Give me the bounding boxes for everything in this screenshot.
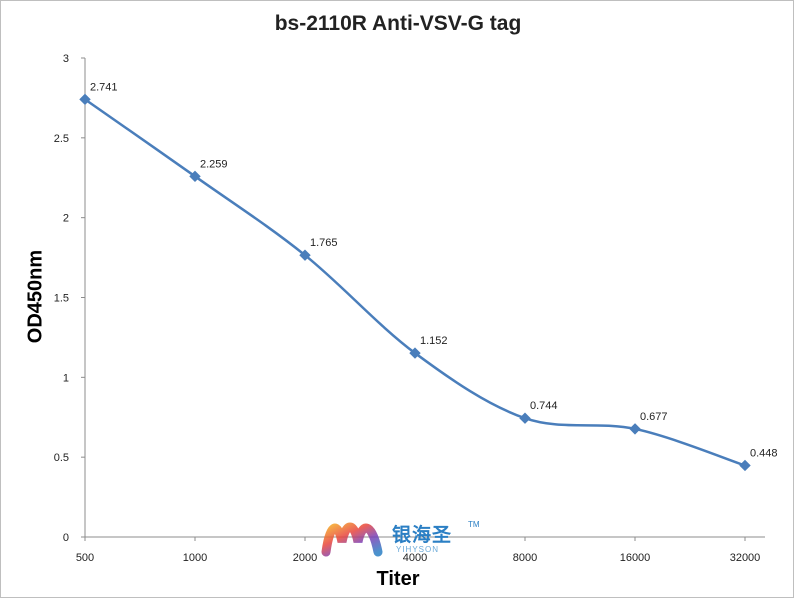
brand-name-cn: 银海圣 (392, 524, 453, 546)
data-point-marker (409, 347, 421, 359)
data-point-marker (189, 170, 201, 183)
brand-name-en: YIHYSON (396, 545, 440, 554)
x-tick-label: 1000 (183, 552, 207, 564)
data-point-marker (79, 93, 91, 106)
data-label: 2.259 (200, 158, 228, 170)
x-tick-label: 32000 (730, 552, 761, 564)
data-label: 0.744 (530, 400, 558, 412)
data-label: 0.448 (750, 447, 778, 459)
x-tick-label: 8000 (513, 552, 537, 564)
y-tick-label: 0 (63, 532, 69, 544)
data-point-marker (629, 423, 641, 435)
data-point-marker (299, 249, 311, 261)
brand-tm: TM (468, 520, 480, 529)
x-axis-label: Titer (376, 568, 420, 590)
data-point-marker (519, 412, 531, 424)
y-tick-label: 2.5 (54, 133, 69, 145)
x-tick-label: 2000 (293, 552, 317, 564)
y-tick-label: 2 (63, 213, 69, 225)
x-tick-label: 4000 (403, 552, 427, 564)
data-label: 0.677 (640, 411, 668, 423)
y-tick-label: 0.5 (54, 452, 69, 464)
data-label: 1.152 (420, 335, 448, 347)
brand-logo (320, 512, 490, 562)
y-tick-label: 1 (63, 372, 69, 384)
y-tick-label: 1.5 (54, 293, 69, 305)
chart-title: bs-2110R Anti-VSV-G tag (274, 12, 522, 35)
data-point-marker (739, 459, 751, 472)
logo-mark-icon (321, 522, 383, 557)
x-tick-label: 500 (76, 552, 94, 564)
x-tick-label: 16000 (620, 552, 651, 564)
data-label: 1.765 (310, 237, 338, 249)
data-label: 2.741 (90, 81, 118, 93)
y-tick-label: 3 (63, 53, 69, 65)
